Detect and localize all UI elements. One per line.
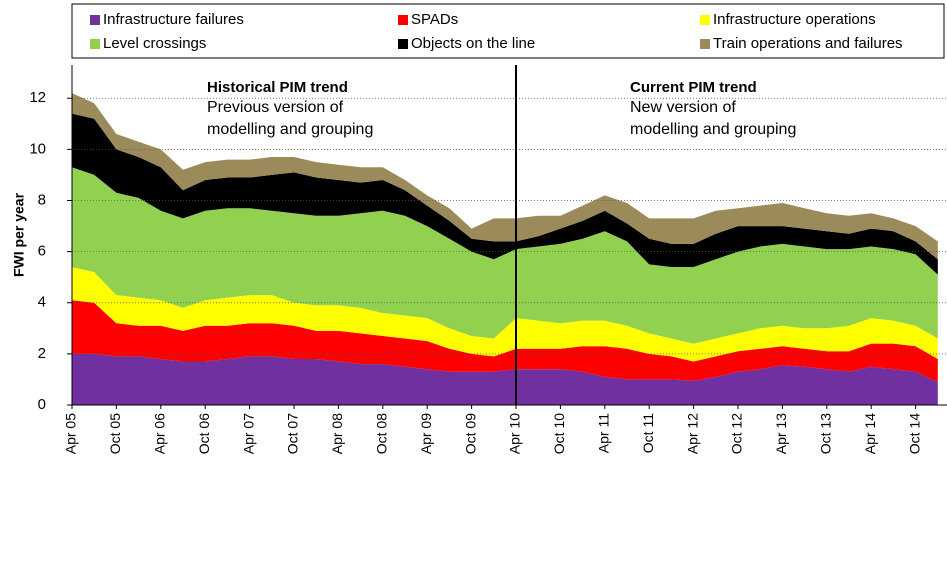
x-tick-label: Apr 10 [507, 413, 523, 454]
y-tick-label: 8 [38, 191, 46, 208]
x-tick-label: Oct 07 [285, 413, 301, 454]
x-tick-label: Apr 11 [596, 413, 612, 453]
legend-label: Level crossings [103, 35, 206, 52]
y-tick-label: 0 [38, 396, 46, 413]
legend-label: Infrastructure failures [103, 11, 244, 28]
x-tick-label: Oct 06 [196, 413, 212, 454]
x-tick-label: Apr 13 [773, 413, 789, 454]
annotation-text: modelling and grouping [207, 121, 373, 138]
y-tick-label: 12 [29, 89, 46, 106]
area [72, 300, 938, 382]
annotation-text: Previous version of [207, 99, 344, 116]
y-tick-label: 10 [29, 140, 46, 157]
area [72, 93, 938, 260]
x-tick-label: Oct 14 [906, 413, 922, 454]
legend-swatch [700, 39, 710, 49]
x-tick-label: Apr 08 [329, 413, 345, 454]
legend-swatch [90, 39, 100, 49]
x-tick-label: Apr 06 [152, 413, 168, 454]
x-tick-label: Oct 10 [551, 413, 567, 454]
x-tick-label: Oct 13 [818, 413, 834, 454]
area [72, 353, 938, 405]
legend-label: Objects on the line [411, 35, 535, 52]
legend-swatch [398, 15, 408, 25]
x-tick-label: Apr 09 [418, 413, 434, 454]
area [72, 167, 938, 344]
annotation-title: Current PIM trend [630, 79, 757, 96]
annotation-text: New version of [630, 99, 736, 116]
y-tick-label: 2 [38, 345, 46, 362]
x-tick-label: Oct 09 [462, 413, 478, 454]
legend-box [71, 3, 945, 59]
legend-label: SPADs [411, 11, 458, 28]
y-tick-label: 4 [38, 294, 46, 311]
area [72, 113, 938, 275]
legend-swatch [398, 39, 408, 49]
x-tick-label: Oct 12 [729, 413, 745, 454]
y-tick-label: 6 [38, 243, 46, 260]
legend-label: Train operations and failures [713, 35, 903, 52]
x-tick-label: Apr 05 [63, 413, 79, 454]
x-tick-label: Apr 07 [240, 413, 256, 454]
legend-label: Infrastructure operations [713, 11, 876, 28]
annotation-text: modelling and grouping [630, 121, 796, 138]
y-axis-label: FWI per year [11, 192, 27, 277]
annotation-title: Historical PIM trend [207, 79, 348, 96]
x-tick-label: Oct 11 [640, 413, 656, 453]
x-tick-label: Oct 08 [374, 413, 390, 454]
x-tick-label: Apr 12 [684, 413, 700, 454]
area [72, 267, 938, 362]
x-tick-label: Apr 14 [862, 413, 878, 454]
legend-swatch [700, 15, 710, 25]
x-tick-label: Oct 05 [107, 413, 123, 454]
legend-swatch [90, 15, 100, 25]
